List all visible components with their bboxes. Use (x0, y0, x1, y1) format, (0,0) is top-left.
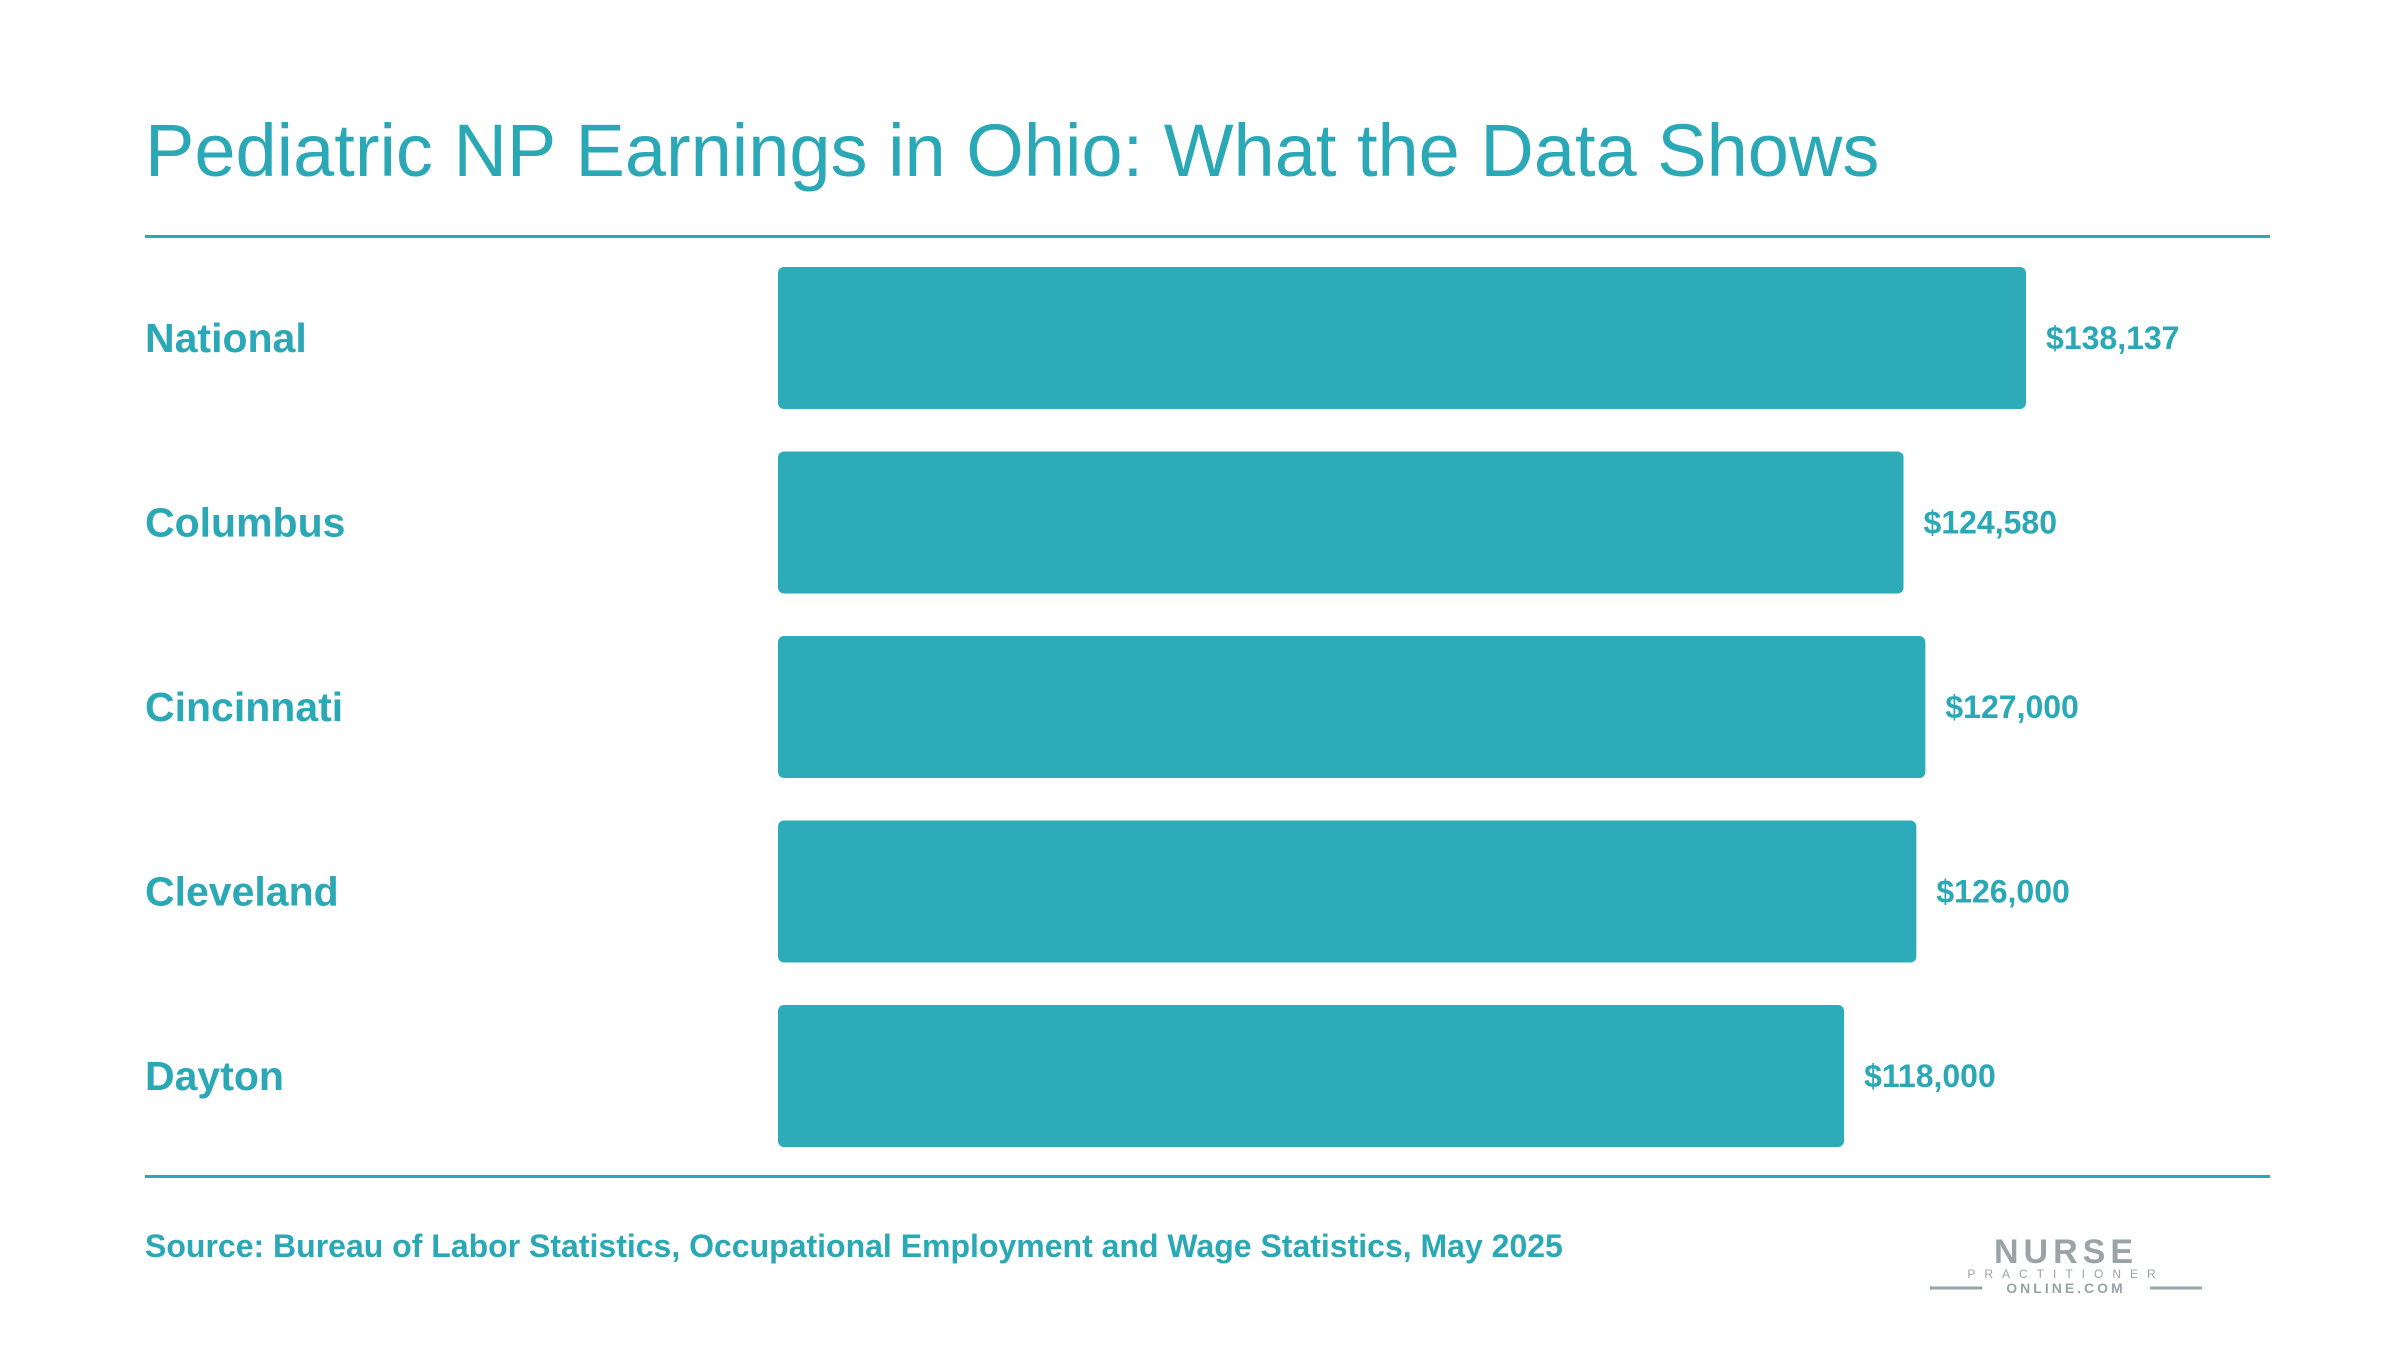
category-label: National (145, 315, 307, 361)
category-label: Dayton (145, 1053, 284, 1099)
value-label: $138,137 (2046, 320, 2179, 356)
value-label: $127,000 (1945, 689, 2078, 725)
value-label: $118,000 (1864, 1058, 1996, 1094)
category-label: Cleveland (145, 869, 339, 915)
top-divider (145, 235, 2270, 238)
page-title: Pediatric NP Earnings in Ohio: What the … (145, 109, 1880, 192)
nurse-practitioner-online-logo: NURSE PRACTITIONER ONLINE.COM (1930, 1235, 2202, 1295)
category-label: Columbus (145, 500, 345, 546)
svg-text:ONLINE.COM: ONLINE.COM (2006, 1280, 2125, 1295)
bar-national (778, 267, 2026, 409)
svg-text:PRACTITIONER: PRACTITIONER (1967, 1267, 2164, 1281)
value-label: $124,580 (1924, 505, 2057, 541)
category-label: Cincinnati (145, 684, 343, 730)
value-label: $126,000 (1936, 874, 2069, 910)
bar-cincinnati (778, 636, 1926, 778)
source-note: Source: Bureau of Labor Statistics, Occu… (145, 1228, 1563, 1264)
bar-dayton (778, 1005, 1845, 1147)
bar-columbus (778, 451, 1904, 594)
svg-text:NURSE: NURSE (1994, 1235, 2138, 1271)
bottom-divider (145, 1175, 2270, 1178)
bar-cleveland (778, 820, 1917, 963)
